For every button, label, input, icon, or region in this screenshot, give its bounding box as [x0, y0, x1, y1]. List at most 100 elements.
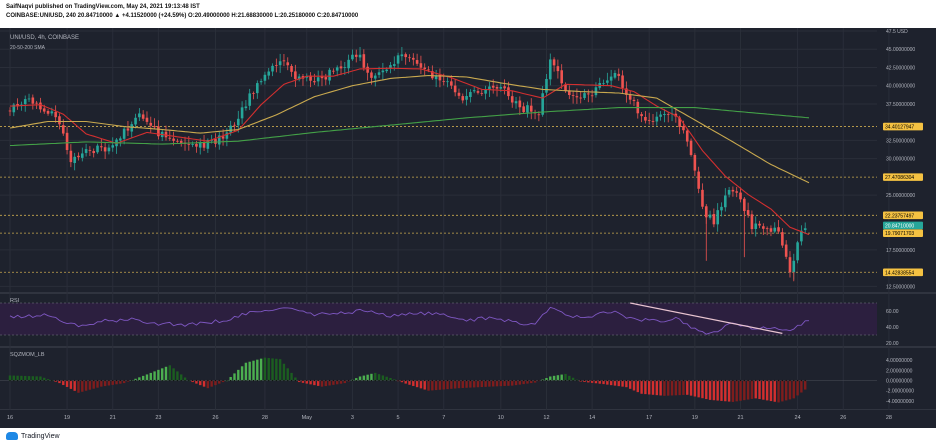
squeeze-dot: [690, 379, 692, 382]
momentum-bar: [636, 380, 639, 393]
momentum-bar: [229, 376, 232, 381]
squeeze-dot: [393, 379, 395, 382]
momentum-tick-label: 2.00000000: [886, 368, 913, 374]
momentum-bar: [450, 380, 453, 389]
squeeze-dot: [747, 379, 749, 382]
candle-body: [412, 57, 415, 60]
moving-average-line: [9, 107, 810, 147]
momentum-bar: [24, 375, 27, 381]
momentum-bar: [769, 380, 773, 402]
squeeze-dot: [534, 379, 536, 382]
momentum-bar: [727, 380, 731, 402]
price-level-label: 20.84710000: [885, 223, 914, 229]
squeeze-dot: [363, 379, 365, 382]
chart-area[interactable]: 47.5 USD 45.00000000 42.50000000 40.0000000…: [0, 28, 936, 428]
price-level-label: 19.79071703: [885, 231, 914, 237]
momentum-bar: [678, 380, 681, 396]
squeeze-dot: [496, 379, 498, 382]
candle-body: [96, 145, 99, 153]
candle-body: [316, 77, 320, 82]
candle-body: [450, 81, 453, 86]
momentum-bar: [423, 380, 426, 390]
squeeze-dot: [404, 379, 407, 382]
squeeze-dot: [241, 379, 243, 382]
momentum-bar: [164, 366, 168, 381]
squeeze-dot: [150, 379, 152, 382]
momentum-bar: [743, 380, 746, 401]
momentum-bar: [712, 380, 716, 401]
momentum-bar: [765, 380, 769, 401]
squeeze-dot: [625, 379, 628, 382]
momentum-bar: [758, 380, 761, 400]
candle-body: [126, 128, 130, 131]
price-level-tag: [883, 211, 923, 220]
squeeze-dot: [580, 379, 582, 382]
candle-body: [267, 71, 271, 76]
squeeze-dot: [515, 379, 517, 382]
squeeze-dot: [781, 379, 784, 382]
squeeze-dot: [157, 379, 160, 382]
momentum-bar: [606, 380, 609, 385]
momentum-bar: [199, 380, 202, 386]
momentum-bar: [115, 380, 118, 385]
squeeze-dot: [317, 379, 319, 382]
momentum-bar: [457, 380, 461, 389]
momentum-bar: [73, 380, 76, 391]
momentum-bar: [488, 380, 491, 387]
squeeze-dot: [667, 379, 669, 382]
candle-body: [122, 128, 126, 139]
candle-body: [408, 57, 411, 59]
candle-body: [590, 95, 594, 97]
x-tick-label: 28: [262, 415, 268, 421]
candle-body: [400, 54, 404, 57]
momentum-bar: [632, 380, 636, 391]
squeeze-dot: [374, 379, 376, 382]
squeeze-dot: [13, 379, 15, 382]
candle-body: [73, 156, 76, 164]
candle-body: [735, 191, 739, 193]
candle-body: [461, 96, 465, 101]
squeeze-dot: [560, 379, 563, 382]
momentum-bar: [568, 375, 571, 381]
candle-body: [777, 227, 780, 232]
momentum-bar: [446, 380, 449, 390]
x-tick-label: 26: [212, 415, 218, 421]
momentum-bar: [492, 380, 495, 387]
squeeze-dot: [732, 379, 734, 382]
squeeze-dot: [477, 379, 479, 382]
squeeze-dot: [321, 379, 323, 382]
candle-body: [548, 59, 552, 80]
squeeze-dot: [420, 379, 422, 382]
squeeze-dot: [743, 379, 746, 382]
momentum-bar: [389, 378, 392, 381]
momentum-bar: [84, 380, 88, 391]
squeeze-dot: [127, 379, 129, 382]
candle-body: [499, 86, 503, 89]
momentum-bar: [533, 380, 537, 383]
momentum-bar: [400, 380, 404, 383]
squeeze-dot: [511, 379, 513, 382]
squeeze-dot: [81, 379, 83, 382]
momentum-bar: [598, 380, 601, 384]
candle-body: [236, 118, 240, 126]
momentum-bar: [46, 379, 50, 381]
momentum-bar: [750, 380, 754, 399]
squeeze-dot: [287, 379, 289, 382]
squeeze-dot: [526, 379, 529, 382]
momentum-bar: [590, 380, 594, 383]
candle-body: [221, 136, 225, 139]
momentum-bar: [560, 374, 563, 381]
squeeze-dot: [24, 379, 26, 382]
momentum-bar: [663, 380, 666, 396]
candle-body: [12, 104, 16, 113]
squeeze-dot: [347, 379, 350, 382]
candle-body: [613, 73, 617, 78]
squeeze-dot: [507, 379, 510, 382]
momentum-bar: [320, 380, 324, 387]
squeeze-dot: [610, 379, 612, 382]
candle-body: [514, 101, 518, 104]
momentum-bar: [708, 380, 712, 400]
squeeze-dot: [412, 379, 415, 382]
candle-body: [187, 143, 191, 145]
candle-body: [168, 137, 172, 139]
